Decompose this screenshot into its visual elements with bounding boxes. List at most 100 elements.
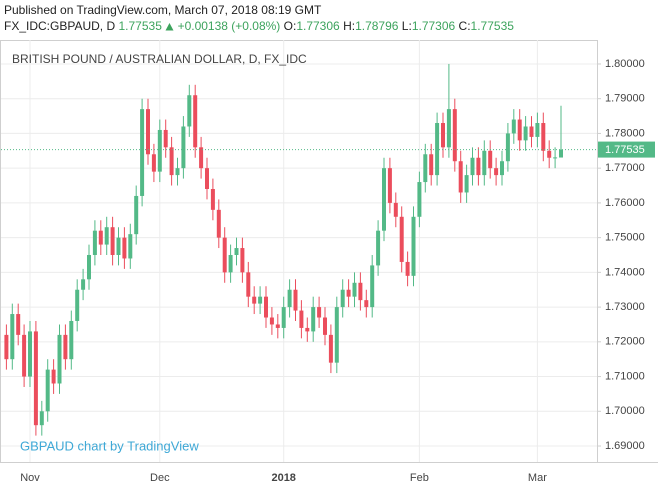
candle-body	[205, 168, 209, 190]
c-value: 1.77535	[470, 19, 514, 33]
candle-body	[28, 331, 32, 377]
candle-body	[234, 248, 239, 255]
candle-body	[305, 327, 310, 332]
x-tick-label: Mar	[528, 472, 547, 484]
candle-body	[275, 324, 280, 328]
y-tick-label: 1.80000	[605, 58, 645, 70]
y-tick-label: 1.78000	[605, 127, 645, 139]
y-tick-label: 1.79000	[605, 93, 645, 105]
candle-body	[393, 202, 398, 217]
candle-body	[547, 150, 552, 158]
candle-body	[517, 119, 522, 141]
y-tick-label: 1.70000	[605, 405, 645, 417]
header: Published on TradingView.com, March 07, …	[4, 2, 514, 34]
last-price-box	[598, 141, 655, 158]
candle-body	[92, 230, 97, 255]
candle-body	[488, 150, 493, 169]
candle-body	[258, 296, 263, 304]
candle-body	[116, 237, 121, 255]
o-value: 1.77306	[296, 19, 340, 33]
candle-body	[87, 254, 91, 280]
candle-body	[358, 282, 363, 301]
candle-body	[81, 279, 86, 290]
candle-body	[287, 289, 292, 308]
candle-body	[352, 282, 357, 297]
candle-body	[435, 123, 440, 176]
candle-body	[494, 168, 499, 176]
y-tick-label: 1.69000	[605, 440, 645, 452]
candle-body	[169, 147, 174, 176]
candle-body	[104, 227, 109, 245]
candle-body	[382, 168, 386, 231]
candle-body	[110, 227, 115, 255]
candle-body	[33, 331, 38, 426]
watermark: GBPAUD chart by TradingView	[20, 438, 199, 453]
candle-body	[429, 154, 434, 176]
candle-body	[399, 216, 404, 262]
candle-body	[311, 307, 316, 332]
candle-body	[482, 150, 487, 176]
candle-body	[423, 154, 428, 183]
candle-body	[122, 237, 127, 259]
candle-body	[63, 334, 68, 360]
candle-body	[181, 126, 186, 169]
candle-body	[417, 182, 422, 217]
candle-body	[346, 289, 351, 297]
candle-body	[452, 109, 457, 162]
candle-body	[293, 289, 298, 311]
candle-body	[541, 123, 546, 151]
candle-body	[175, 168, 180, 176]
h-value: 1.78796	[355, 19, 399, 33]
candle-body	[22, 334, 27, 377]
candle-body	[299, 310, 304, 328]
candle-body	[45, 369, 50, 412]
candle-body	[535, 123, 540, 137]
candle-body	[405, 261, 410, 276]
candle-body	[10, 314, 15, 360]
candle-body	[553, 157, 558, 159]
price: 1.77535	[118, 19, 162, 33]
candle-body	[4, 334, 9, 360]
candle-body	[163, 129, 168, 148]
y-tick-label: 1.76000	[605, 197, 645, 209]
candle-body	[529, 126, 534, 137]
candle-body	[441, 123, 445, 148]
y-tick-label: 1.77000	[605, 162, 645, 174]
candle-body	[559, 149, 563, 158]
candle-body	[334, 307, 339, 363]
change: +0.00138 (+0.08%)	[177, 19, 281, 33]
candle-body	[187, 95, 192, 127]
candle-body	[269, 317, 274, 325]
candle-body	[228, 254, 233, 273]
symbol: FX_IDC:GBPAUD, D	[4, 19, 116, 33]
y-tick-label: 1.75000	[605, 232, 645, 244]
candle-body	[246, 272, 251, 297]
candle-body	[411, 216, 416, 276]
candle-body	[446, 109, 451, 148]
candle-body	[464, 175, 469, 193]
y-tick-label: 1.71000	[605, 370, 645, 382]
candle-body	[57, 334, 62, 384]
candle-body	[146, 109, 150, 155]
candle-body	[264, 296, 268, 318]
candle-body	[340, 289, 345, 308]
candle-body	[505, 133, 510, 162]
candle-body	[387, 168, 392, 203]
candle-body	[317, 307, 322, 318]
candle-body	[199, 147, 204, 169]
candle-body	[470, 157, 475, 176]
candle-body	[157, 129, 162, 172]
o-label: O:	[283, 19, 297, 33]
candle-body	[151, 154, 156, 172]
candle-body	[328, 334, 333, 363]
candle-body	[69, 320, 74, 360]
candle-body	[75, 289, 80, 321]
last-price-label: 1.77535	[605, 144, 645, 156]
candle-body	[458, 161, 463, 193]
chart-title: BRITISH POUND / AUSTRALIAN DOLLAR, D, FX…	[12, 52, 307, 66]
x-tick-label: Dec	[150, 472, 170, 484]
published: Published on TradingView.com, March 07, …	[4, 3, 322, 17]
quote-line: FX_IDC:GBPAUD, D 1.77535 +0.00138 (+0.08…	[4, 18, 514, 34]
candle-body	[210, 189, 215, 210]
